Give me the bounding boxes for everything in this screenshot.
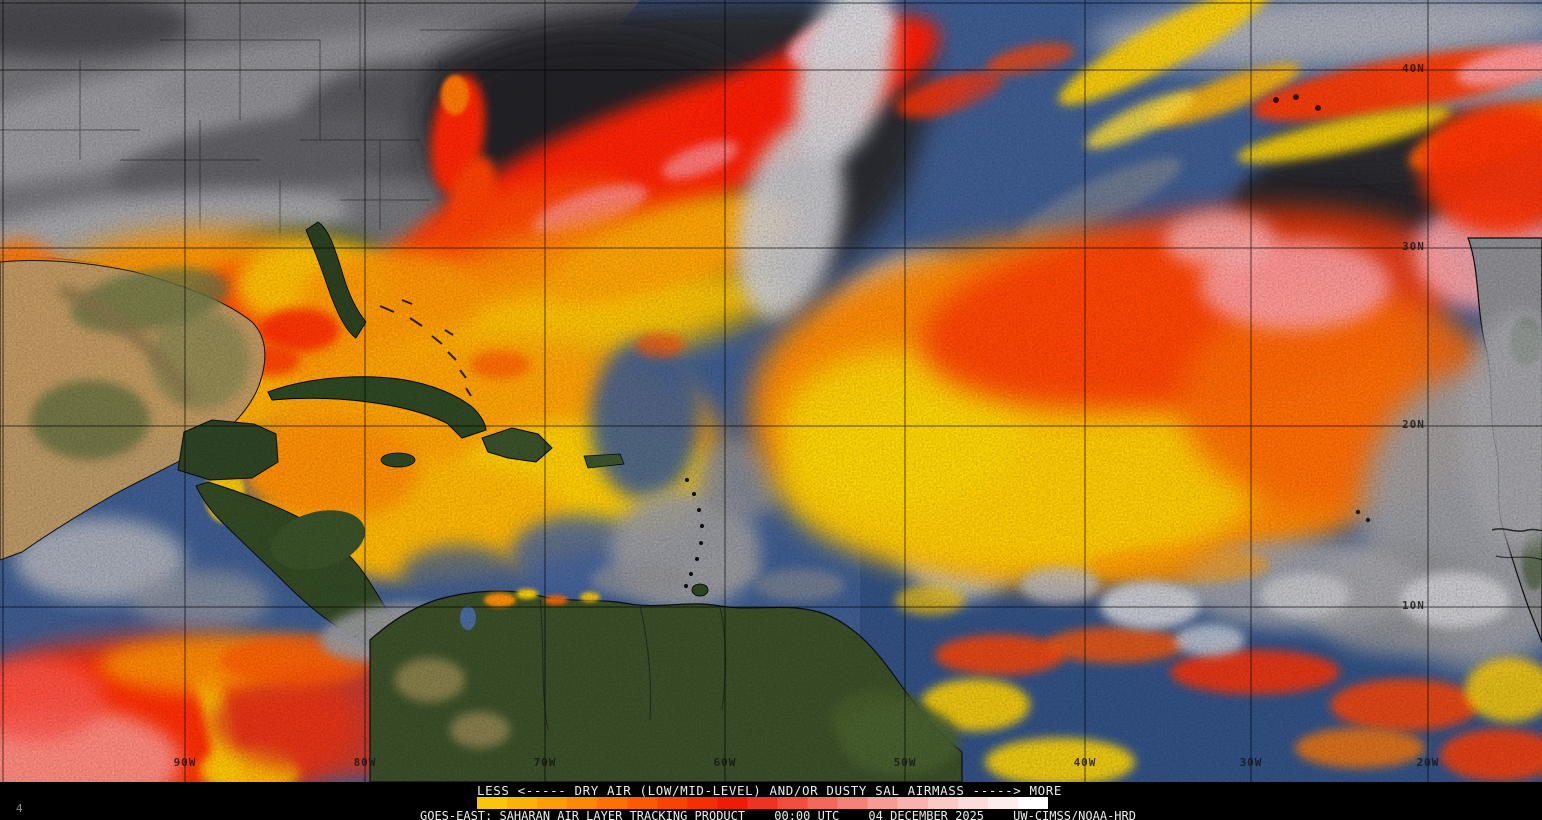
frame-marker: 4 [16, 802, 23, 815]
colorbar-caption: LESS <----- DRY AIR (LOW/MID-LEVEL) AND/… [477, 783, 1063, 798]
product-time: 00:00 UTC [774, 809, 840, 820]
speckle-texture [0, 0, 1542, 782]
product-info-line: GOES-EAST: SAHARAN AIR LAYER TRACKING PR… [420, 809, 1136, 820]
product-credit: UW-CIMSS/NOAA-HRD [1013, 809, 1136, 820]
latlon-grid [0, 0, 1542, 782]
colorbar-gradient [477, 797, 1048, 809]
satellite-imagery [0, 0, 1542, 782]
legend-bar: 4 LESS <----- DRY AIR (LOW/MID-LEVEL) AN… [0, 782, 1542, 820]
product-title: GOES-EAST: SAHARAN AIR LAYER TRACKING PR… [420, 809, 746, 820]
product-date: 04 DECEMBER 2025 [868, 809, 985, 820]
satellite-map: 40N 30N 20N 10N 90W 80W 70W 60W 50W 40W … [0, 0, 1542, 782]
